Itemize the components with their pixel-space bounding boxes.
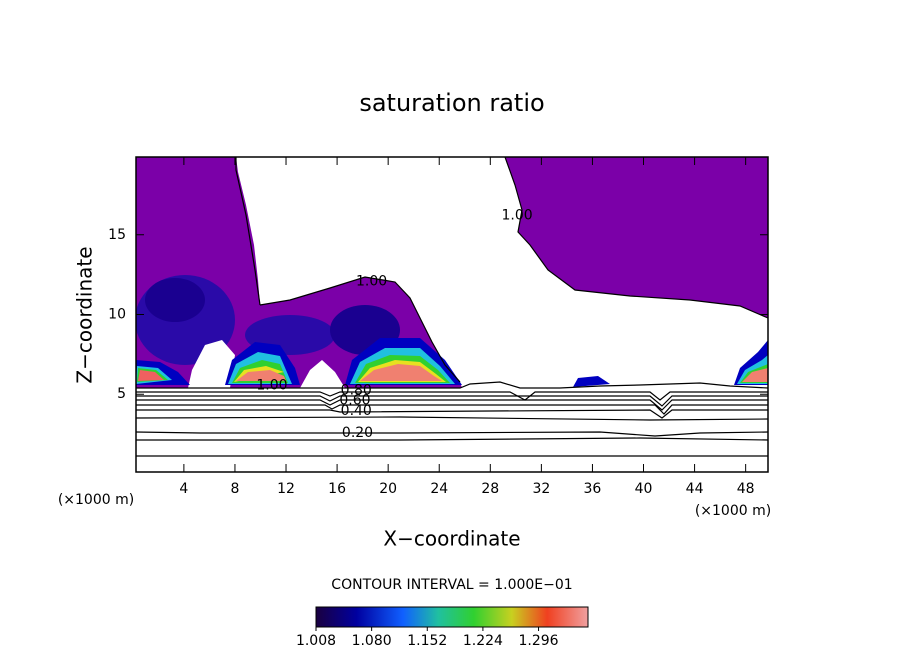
blob — [573, 376, 610, 387]
contour-label: 0.60 — [339, 393, 370, 409]
x-tick-label: 4 — [179, 481, 188, 497]
fill-region — [505, 157, 768, 318]
x-tick-label: 44 — [686, 481, 704, 497]
colorbar — [315, 606, 589, 628]
x-tick-label: 48 — [737, 481, 755, 497]
contour-line — [136, 157, 768, 457]
x-tick-label: 8 — [230, 481, 239, 497]
colorbar-tick-label: 1.224 — [463, 633, 503, 649]
blob — [734, 340, 768, 385]
x-tick-label: 40 — [635, 481, 653, 497]
contour-label: 1.00 — [502, 208, 533, 224]
chart-title: saturation ratio — [359, 89, 544, 117]
contour-field — [136, 157, 768, 457]
contour-label: 1.00 — [356, 274, 387, 290]
x-tick-label: 28 — [481, 481, 499, 497]
blob — [136, 360, 190, 385]
x-tick-label: 20 — [379, 481, 397, 497]
contour-label: 0.20 — [342, 425, 373, 441]
colorbar-tick-label: 1.296 — [518, 633, 558, 649]
colorbar-tick-label: 1.008 — [296, 633, 336, 649]
x-tick-label: 32 — [532, 481, 550, 497]
blob — [225, 342, 300, 385]
x-tick-label: 16 — [328, 481, 346, 497]
fill-region — [300, 360, 345, 388]
unit-label: (×1000 m) — [58, 492, 134, 508]
x-tick-label: 36 — [584, 481, 602, 497]
y-tick-label: 15 — [108, 227, 126, 243]
x-tick-label: 12 — [277, 481, 295, 497]
x-tick-label: 24 — [430, 481, 448, 497]
blob — [345, 338, 462, 385]
y-axis-label: Z−coordinate — [73, 246, 97, 383]
contour-label: 0.80 — [341, 382, 372, 398]
colorbar-tick-label: 1.152 — [407, 633, 447, 649]
fill-region — [145, 278, 205, 322]
contour-interval: CONTOUR INTERVAL = 1.000E−01 — [331, 577, 572, 593]
contour-label: 0.40 — [341, 403, 372, 419]
y-tick-label: 5 — [117, 386, 126, 402]
fill-region — [188, 340, 235, 388]
unit-label: (×1000 m) — [695, 503, 771, 519]
x-axis-label: X−coordinate — [383, 527, 520, 551]
contour-label: 1.00 — [256, 377, 287, 393]
y-tick-label: 10 — [108, 307, 126, 323]
colorbar-tick-label: 1.080 — [352, 633, 392, 649]
